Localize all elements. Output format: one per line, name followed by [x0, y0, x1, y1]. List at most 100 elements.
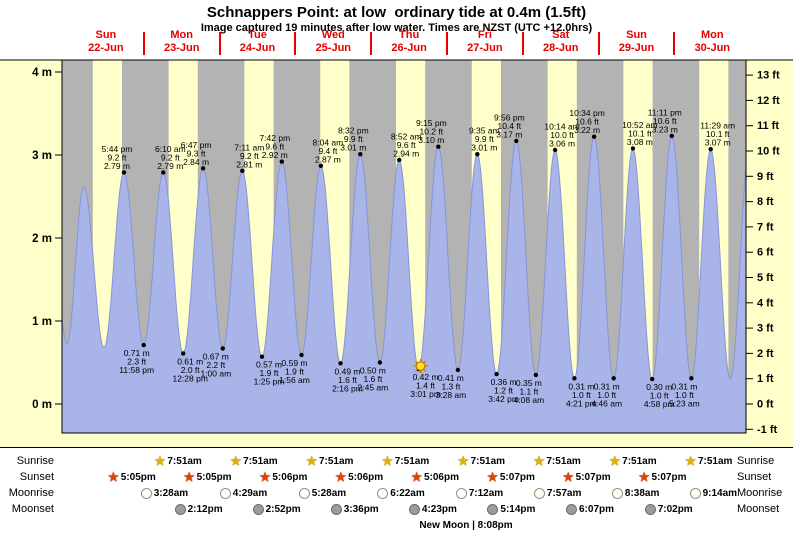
high-tide-label: 2.94 m: [393, 149, 419, 159]
tide-extreme-dot: [161, 170, 166, 175]
y-axis-label-m: 2 m: [32, 233, 52, 245]
day-separator: [597, 32, 600, 55]
high-tide-label: 8:32 pm: [338, 126, 369, 136]
sunset-row-label: Sunset: [19, 471, 54, 483]
sunset-time: ★ 5:07pm: [562, 470, 611, 484]
y-axis-label-ft: 9 ft: [757, 171, 774, 183]
tide-extreme-dot: [630, 146, 636, 151]
day-separator: [673, 32, 676, 55]
tide-extreme-dot: [318, 163, 324, 168]
moonrise-time: 6:22am: [377, 486, 425, 500]
moonrise-time: 7:57am: [533, 486, 581, 500]
tide-extreme-dot: [514, 138, 519, 144]
high-tide-label: 7:11 am: [234, 142, 264, 152]
day-label: Sun 29-Jun: [618, 29, 655, 54]
low-tide-label: 0.30 m: [646, 382, 672, 392]
moonrise-icon: [219, 487, 231, 499]
y-axis-label-ft: 7 ft: [757, 221, 774, 233]
high-tide-label: 2.81 m: [236, 159, 262, 169]
moonrise-icon: [533, 487, 545, 499]
low-tide-label: 0.49 m: [335, 366, 361, 376]
tide-extreme-dot: [299, 352, 304, 358]
moonrise-icon: [377, 487, 389, 499]
sunset-time: ★ 5:06pm: [411, 470, 459, 484]
high-tide-label: 3.08 m: [627, 137, 653, 147]
low-tide-label: 1:00 am: [200, 368, 231, 378]
sunrise-star-icon: ★: [306, 454, 317, 468]
low-tide-label: 0.59 m: [282, 358, 308, 368]
y-axis-label-ft: 0 ft: [757, 399, 774, 411]
day-separator: [521, 32, 524, 55]
moonset-time: 7:02pm: [644, 502, 693, 516]
low-tide-label: 12:28 pm: [172, 373, 207, 383]
high-tide-label: 5:44 pm: [102, 144, 133, 154]
low-tide-label: 2.0 ft: [181, 365, 201, 375]
high-tide-label: 3.22 m: [574, 125, 600, 135]
moonset-icon: [566, 503, 577, 515]
new-moon-label: New Moon | 8:08pm: [419, 520, 513, 531]
moonset-icon: [252, 503, 264, 515]
sunset-time: ★ 5:07pm: [638, 470, 687, 484]
tide-extreme-dot: [377, 360, 383, 365]
high-tide-label: 8:52 am: [391, 132, 422, 142]
sunrise-time: ★ 7:51am: [230, 454, 278, 468]
moonrise-icon: [455, 487, 467, 499]
high-tide-label: 9.4 ft: [318, 146, 338, 156]
y-axis-label-ft: 12 ft: [757, 95, 780, 107]
y-axis-label-ft: 5 ft: [757, 272, 774, 284]
tide-extreme-dot: [397, 157, 402, 163]
high-tide-label: 10:52 am: [622, 120, 657, 130]
low-tide-label: 1:25 pm: [254, 377, 285, 387]
low-tide-label: 0.42 m: [413, 372, 439, 382]
sunrise-star-icon: ★: [609, 454, 621, 468]
sunset-star-icon: ★: [562, 470, 574, 484]
sunrise-time: ★ 7:51am: [154, 454, 202, 468]
y-axis-label-m: 4 m: [32, 67, 52, 79]
high-tide-label: 10.2 ft: [419, 127, 443, 137]
high-tide-label: 3.07 m: [705, 138, 731, 148]
low-tide-label: 0.41 m: [438, 373, 464, 383]
tide-extreme-dot: [669, 133, 674, 139]
tide-extreme-dot: [650, 376, 655, 382]
day-separator: [142, 32, 145, 55]
low-tide-label: 1:56 am: [279, 375, 310, 385]
tide-extreme-dot: [611, 376, 616, 381]
tide-extreme-dot: [436, 144, 441, 149]
sunrise-star-icon: ★: [533, 454, 545, 468]
sunset-star-icon: ★: [108, 470, 119, 484]
low-tide-label: 4:58 pm: [644, 399, 675, 409]
high-tide-label: 10:14 am: [544, 122, 579, 132]
day-label: Fri 27-Jun: [467, 29, 503, 54]
low-tide-label: 0.71 m: [124, 348, 150, 358]
y-axis-label-ft: 1 ft: [757, 373, 774, 385]
y-axis-label-ft: 8 ft: [757, 196, 774, 208]
tide-extreme-dot: [220, 346, 225, 351]
low-tide-label: 11:58 pm: [119, 365, 154, 375]
low-tide-label: 2.2 ft: [206, 360, 226, 370]
low-tide-label: 1.6 ft: [338, 375, 358, 385]
high-tide-label: 8:04 am: [313, 137, 344, 147]
sunset-star-icon: ★: [638, 470, 650, 484]
tide-extreme-dot: [552, 147, 558, 153]
moonset-icon: [174, 503, 186, 515]
moonset-row-label: Moonset: [737, 503, 780, 515]
sunrise-star-icon: ★: [685, 454, 696, 468]
high-tide-label: 2.84 m: [183, 157, 209, 167]
low-tide-label: 0.31 m: [671, 381, 697, 391]
low-tide-label: 1.4 ft: [416, 381, 436, 391]
high-tide-label: 10.1 ft: [628, 128, 652, 138]
moonset-icon: [644, 503, 656, 515]
high-tide-label: 2.79 m: [157, 161, 183, 171]
high-tide-label: 9:56 pm: [494, 112, 525, 122]
moonrise-time: 5:28am: [298, 486, 346, 500]
moonrise-row-label: Moonrise: [737, 487, 783, 499]
high-tide-label: 10.6 ft: [575, 117, 599, 127]
high-tide-label: 3.01 m: [471, 143, 497, 153]
high-tide-label: 3.10 m: [418, 135, 444, 145]
low-tide-label: 1.9 ft: [260, 368, 280, 378]
moonset-icon: [330, 503, 342, 515]
low-tide-label: 4:46 am: [591, 398, 622, 408]
moonset-time: 2:52pm: [252, 502, 301, 516]
low-tide-label: 1.0 ft: [597, 390, 617, 400]
y-axis-label-ft: 4 ft: [757, 297, 774, 309]
